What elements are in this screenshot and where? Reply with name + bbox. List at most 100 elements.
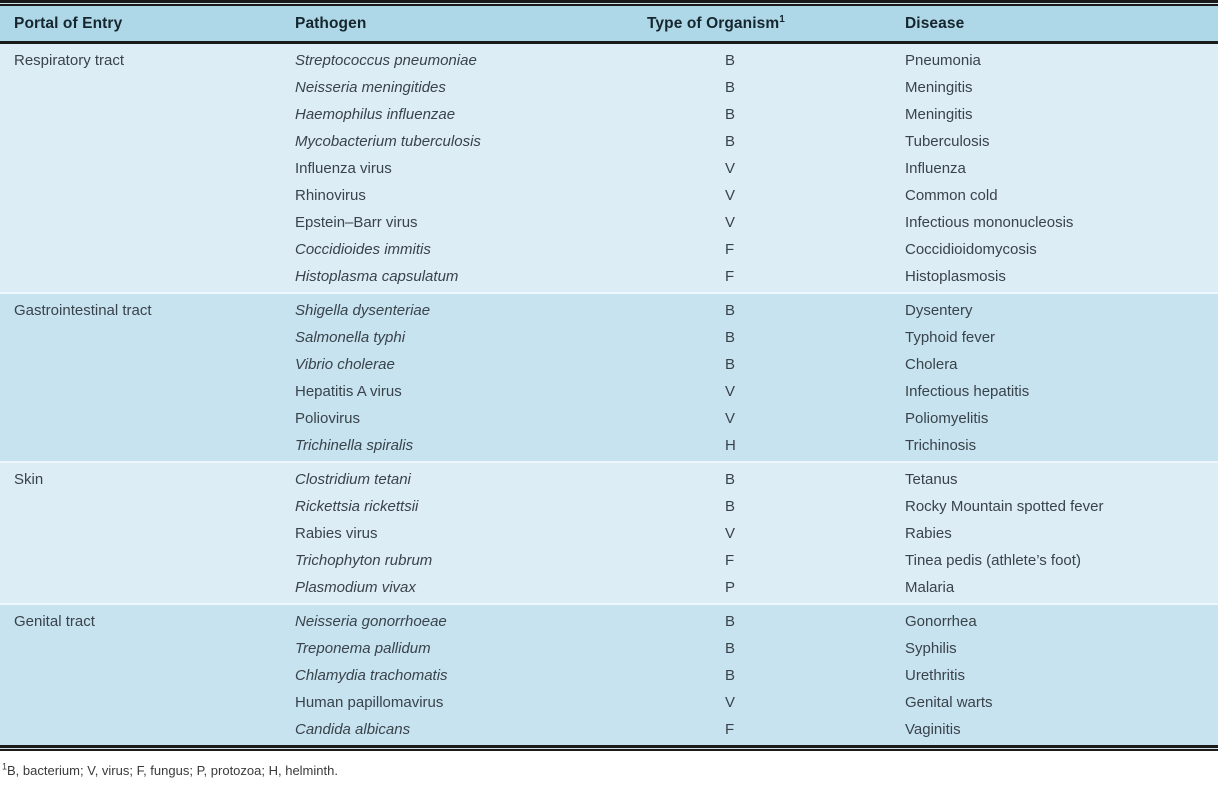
table-row: Haemophilus influenzae B Meningitis: [0, 101, 1218, 128]
header-cell-portal: Portal of Entry: [14, 14, 123, 32]
table-row: Human papillomavirus V Genital warts: [0, 689, 1218, 716]
organism-cell: B: [725, 356, 736, 373]
organism-cell: B: [725, 106, 736, 123]
organism-cell: B: [725, 640, 736, 657]
organism-cell: B: [725, 79, 736, 96]
organism-cell: B: [725, 667, 736, 684]
disease-cell: Dysentery: [905, 302, 973, 319]
table-row: Salmonella typhi B Typhoid fever: [0, 324, 1218, 351]
disease-cell: Rabies: [905, 525, 952, 542]
disease-cell: Genital warts: [905, 694, 993, 711]
organism-cell: B: [725, 52, 736, 69]
header-cell-disease: Disease: [905, 14, 965, 32]
pathogen-cell: Candida albicans: [295, 721, 411, 738]
disease-cell: Urethritis: [905, 667, 966, 684]
table-row: Trichophyton rubrum F Tinea pedis (athlete…: [0, 547, 1218, 574]
organism-cell: V: [725, 214, 736, 231]
pathogen-cell: Epstein–Barr virus: [295, 214, 418, 231]
pathogen-cell: Trichinella spiralis: [295, 437, 414, 454]
section-gastrointestinal-tract: Gastrointestinal tract Shigella dysenteri…: [0, 292, 1218, 461]
header-organism-superscript: 1: [779, 14, 785, 25]
organism-cell: V: [725, 525, 736, 542]
table-row: Rickettsia rickettsii B Rocky Mountain spo…: [0, 493, 1218, 520]
pathogen-cell: Vibrio cholerae: [295, 356, 395, 373]
disease-cell: Rocky Mountain spotted fever: [905, 498, 1104, 515]
table-row: Histoplasma capsulatum F Histoplasmosis: [0, 263, 1218, 290]
table-header: Portal of Entry Pathogen Type of Organis…: [0, 6, 1218, 44]
disease-cell: Meningitis: [905, 79, 973, 96]
disease-cell: Coccidioidomycosis: [905, 241, 1037, 258]
table-row: Coccidioides immitis F Coccidioidomycosis: [0, 236, 1218, 263]
section-genital-tract: Genital tract Neisseria gonorrhoeae B Gonor…: [0, 603, 1218, 745]
footnote: 1B, bacterium; V, virus; F, fungus; P, p…: [2, 761, 1218, 778]
pathogen-cell: Human papillomavirus: [295, 694, 444, 711]
pathogen-cell: Histoplasma capsulatum: [295, 268, 459, 285]
organism-cell: V: [725, 160, 736, 177]
disease-cell: Malaria: [905, 579, 955, 596]
pathogen-cell: Poliovirus: [295, 410, 361, 427]
table-top-rule: [0, 0, 1218, 6]
disease-cell: Tetanus: [905, 471, 958, 488]
organism-cell: F: [725, 721, 735, 738]
pathogen-cell: Hepatitis A virus: [295, 383, 402, 400]
footnote-superscript: 1: [2, 761, 8, 772]
organism-cell: H: [725, 437, 736, 454]
portal-cell: Respiratory tract: [14, 52, 125, 69]
pathogen-cell: Treponema pallidum: [295, 640, 431, 657]
table-body: Respiratory tract Streptococcus pneumonia…: [0, 44, 1218, 745]
table-row: Mycobacterium tuberculosis B Tuberculosis: [0, 128, 1218, 155]
disease-cell: Pneumonia: [905, 52, 981, 69]
organism-cell: F: [725, 552, 735, 569]
pathogen-cell: Rabies virus: [295, 525, 378, 542]
pathogen-cell: Mycobacterium tuberculosis: [295, 133, 481, 150]
pathogen-cell: Chlamydia trachomatis: [295, 667, 448, 684]
table-bottom-rule: [0, 745, 1218, 751]
organism-cell: B: [725, 133, 736, 150]
table-row: Chlamydia trachomatis B Urethritis: [0, 662, 1218, 689]
portal-cell: Gastrointestinal tract: [14, 302, 152, 319]
pathogen-cell: Trichophyton rubrum: [295, 552, 433, 569]
disease-cell: Syphilis: [905, 640, 957, 657]
organism-cell: B: [725, 329, 736, 346]
organism-cell: V: [725, 694, 736, 711]
organism-cell: F: [725, 268, 735, 285]
organism-cell: V: [725, 187, 736, 204]
disease-cell: Tuberculosis: [905, 133, 990, 150]
pathogen-cell: Influenza virus: [295, 160, 392, 177]
table-row: Neisseria meningitides B Meningitis: [0, 74, 1218, 101]
disease-cell: Infectious hepatitis: [905, 383, 1030, 400]
disease-cell: Histoplasmosis: [905, 268, 1006, 285]
table-row: Plasmodium vivax P Malaria: [0, 574, 1218, 601]
pathogen-cell: Salmonella typhi: [295, 329, 406, 346]
section-skin: Skin Clostridium tetani B Tetanus Rickettsia…: [0, 461, 1218, 603]
table-row: Rabies virus V Rabies: [0, 520, 1218, 547]
organism-cell: V: [725, 383, 736, 400]
table-row: Influenza virus V Influenza: [0, 155, 1218, 182]
pathogen-cell: Neisseria gonorrhoeae: [295, 613, 447, 630]
pathogen-cell: Shigella dysenteriae: [295, 302, 431, 319]
disease-cell: Tinea pedis (athlete’s foot): [905, 552, 1081, 569]
portal-cell: Genital tract: [14, 613, 95, 630]
table-row: Hepatitis A virus V Infectious hepatitis: [0, 378, 1218, 405]
disease-cell: Meningitis: [905, 106, 973, 123]
pathogen-cell: Streptococcus pneumoniae: [295, 52, 477, 69]
organism-cell: B: [725, 613, 736, 630]
header-organism-label: Type of Organism: [647, 14, 780, 32]
table-row: Poliovirus V Poliomyelitis: [0, 405, 1218, 432]
table-row: Treponema pallidum B Syphilis: [0, 635, 1218, 662]
organism-cell: F: [725, 241, 735, 258]
disease-cell: Common cold: [905, 187, 998, 204]
pathogen-cell: Neisseria meningitides: [295, 79, 446, 96]
footnote-text: B, bacterium; V, virus; F, fungus; P, pr…: [7, 763, 338, 778]
pathogen-cell: Clostridium tetani: [295, 471, 411, 488]
disease-cell: Poliomyelitis: [905, 410, 989, 427]
organism-cell: P: [725, 579, 736, 596]
table-row: Gastrointestinal tract Shigella dysenteri…: [0, 297, 1218, 324]
table-row: Epstein–Barr virus V Infectious mononucleo…: [0, 209, 1218, 236]
pathogen-cell: Coccidioides immitis: [295, 241, 431, 258]
header-cell-organism: Type of Organism1: [647, 15, 905, 33]
organism-cell: B: [725, 498, 736, 515]
header-cell-pathogen: Pathogen: [295, 14, 367, 32]
table-row: Respiratory tract Streptococcus pneumonia…: [0, 47, 1218, 74]
